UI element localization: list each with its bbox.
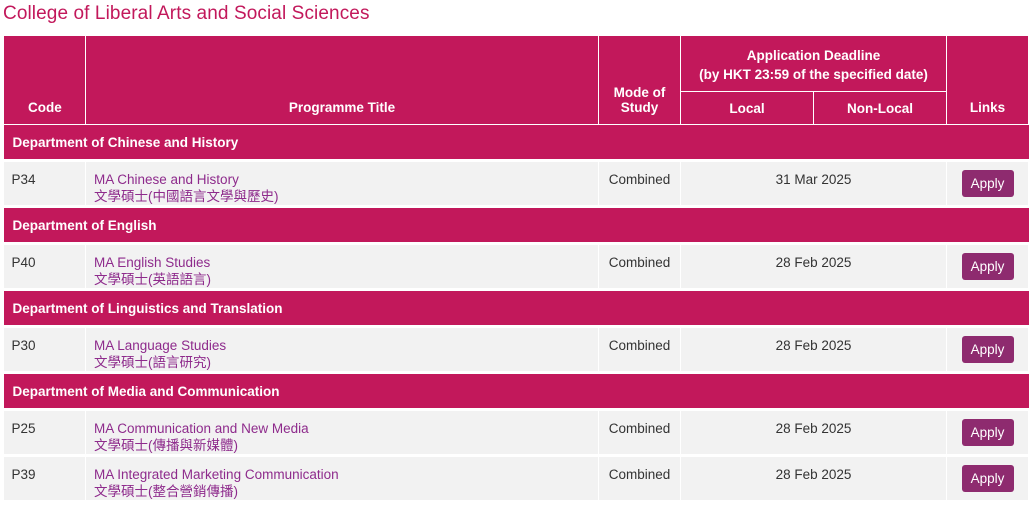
header-mode-of-study: Mode of Study: [598, 35, 681, 125]
apply-button[interactable]: Apply: [961, 336, 1014, 363]
application-deadline: 28 Feb 2025: [680, 409, 948, 457]
table-header: Code Programme Title Mode of Study Appli…: [3, 35, 1030, 125]
department-name: Department of Linguistics and Translatio…: [3, 289, 1029, 328]
programme-title-cell: MA Chinese and History 文學碩士(中國語言文學與歷史): [85, 160, 599, 208]
programmes-table: Code Programme Title Mode of Study Appli…: [3, 35, 1030, 503]
apply-button[interactable]: Apply: [961, 465, 1014, 492]
links-cell: Apply: [946, 455, 1030, 503]
department-row: Department of English: [3, 206, 1029, 245]
mode-of-study: Combined: [598, 160, 681, 208]
programme-title-link[interactable]: MA Language Studies: [94, 338, 227, 353]
programme-code: P39: [3, 455, 86, 503]
programme-code: P30: [3, 326, 86, 374]
page-title: College of Liberal Arts and Social Scien…: [3, 3, 370, 24]
programme-title-chinese[interactable]: 文學碩士(傳播與新媒體): [94, 438, 238, 453]
apply-button[interactable]: Apply: [961, 170, 1014, 197]
header-programme-title: Programme Title: [85, 35, 599, 125]
header-code: Code: [3, 35, 86, 125]
programme-code: P34: [3, 160, 86, 208]
links-cell: Apply: [946, 160, 1030, 208]
header-non-local: Non-Local: [812, 91, 948, 125]
programme-code: P40: [3, 243, 86, 291]
programme-title-chinese[interactable]: 文學碩士(語言研究): [94, 355, 211, 370]
department-row: Department of Media and Communication: [3, 372, 1029, 411]
mode-of-study: Combined: [598, 326, 681, 374]
application-deadline: 28 Feb 2025: [680, 326, 948, 374]
programme-title-cell: MA Communication and New Media 文學碩士(傳播與新媒…: [85, 409, 599, 457]
programme-title-link[interactable]: MA Integrated Marketing Communication: [94, 467, 339, 482]
table-body: Department of Chinese and History P34 MA C…: [3, 124, 1030, 503]
programme-row: P39 MA Integrated Marketing Communication…: [3, 455, 1030, 503]
programme-title-cell: MA English Studies 文學碩士(英語語言): [85, 243, 599, 291]
programme-title-chinese[interactable]: 文學碩士(英語語言): [94, 272, 211, 287]
mode-of-study: Combined: [598, 455, 681, 503]
application-deadline: 28 Feb 2025: [680, 455, 948, 503]
programme-title-cell: MA Integrated Marketing Communication 文學碩…: [85, 455, 599, 503]
programme-title-link[interactable]: MA Chinese and History: [94, 172, 239, 187]
header-application-deadline: Application Deadline (by HKT 23:59 of th…: [679, 35, 948, 92]
programme-title-chinese[interactable]: 文學碩士(整合營銷傳播): [94, 484, 238, 499]
application-deadline: 31 Mar 2025: [680, 160, 948, 208]
programme-title-chinese[interactable]: 文學碩士(中國語言文學與歷史): [94, 189, 279, 204]
department-name: Department of Chinese and History: [3, 124, 1029, 162]
programme-row: P25 MA Communication and New Media 文學碩士(傳播…: [3, 409, 1030, 457]
header-local: Local: [680, 91, 814, 125]
department-row: Department of Linguistics and Translatio…: [3, 289, 1029, 328]
programme-title-cell: MA Language Studies 文學碩士(語言研究): [85, 326, 599, 374]
mode-of-study: Combined: [598, 409, 681, 457]
links-cell: Apply: [946, 243, 1030, 291]
programme-title-link[interactable]: MA Communication and New Media: [94, 421, 309, 436]
programme-title-link[interactable]: MA English Studies: [94, 255, 211, 270]
links-cell: Apply: [946, 409, 1030, 457]
links-cell: Apply: [946, 326, 1030, 374]
programme-row: P34 MA Chinese and History 文學碩士(中國語言文學與歷史)…: [3, 160, 1030, 208]
apply-button[interactable]: Apply: [961, 253, 1014, 280]
header-deadline-note: (by HKT 23:59 of the specified date): [699, 67, 928, 82]
department-name: Department of Media and Communication: [3, 372, 1029, 411]
header-links: Links: [946, 35, 1030, 125]
department-name: Department of English: [3, 206, 1029, 245]
programme-code: P25: [3, 409, 86, 457]
mode-of-study: Combined: [598, 243, 681, 291]
application-deadline: 28 Feb 2025: [680, 243, 948, 291]
department-row: Department of Chinese and History: [3, 124, 1029, 162]
header-deadline-title: Application Deadline: [746, 48, 881, 63]
programme-row: P40 MA English Studies 文學碩士(英語語言) Combined 2…: [3, 243, 1030, 291]
apply-button[interactable]: Apply: [961, 419, 1014, 446]
programme-row: P30 MA Language Studies 文學碩士(語言研究) Combined…: [3, 326, 1030, 374]
